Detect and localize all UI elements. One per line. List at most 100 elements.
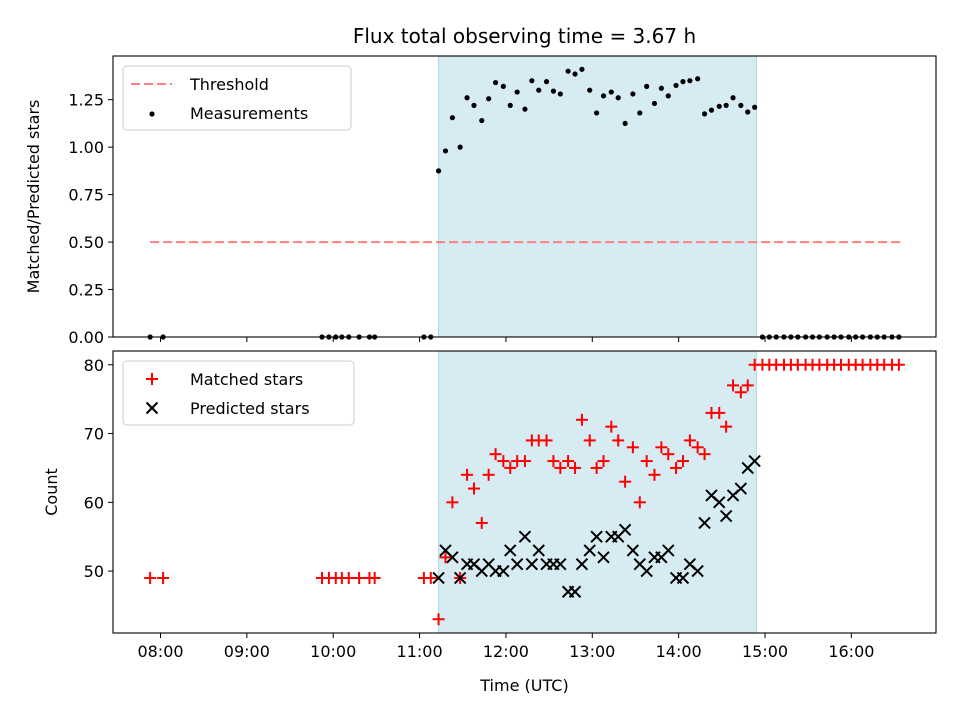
matched-star-point <box>619 475 632 488</box>
legend: Matched stars Predicted stars <box>122 360 355 426</box>
matched-star-point <box>461 468 474 481</box>
measurement-point <box>507 102 513 108</box>
y-tick-label: 70 <box>84 425 104 444</box>
x-marker-b <box>532 544 545 557</box>
predicted-star-point <box>583 544 596 557</box>
measurement-point <box>486 96 492 102</box>
matched-star-point <box>713 406 726 419</box>
measurement-point <box>745 109 751 115</box>
measurement-point <box>449 115 455 121</box>
legend: Threshold Measurements <box>122 65 352 131</box>
measurement-point <box>557 91 563 97</box>
x-marker-b <box>554 558 567 571</box>
matched-star-point <box>662 448 675 461</box>
x-marker-b <box>432 571 445 585</box>
matched-star-point <box>734 386 747 399</box>
y-tick-label: 0.25 <box>68 281 104 300</box>
matched-star-point <box>439 551 452 564</box>
x-tick-label: 13:00 <box>569 642 615 661</box>
matched-star-point <box>597 455 610 468</box>
measurement-point <box>492 79 499 86</box>
predicted-star-point <box>568 585 582 598</box>
matched-star-point <box>720 420 733 433</box>
measurement-point <box>738 102 744 108</box>
measurement-point <box>630 91 636 97</box>
x-marker-b <box>439 544 452 557</box>
predicted-star-point <box>453 571 467 585</box>
predicted-star-point <box>698 516 711 530</box>
x-marker-b <box>583 544 596 557</box>
x-axis-label: Time (UTC) <box>479 676 568 695</box>
matched-star-point <box>575 413 588 426</box>
measurement-point <box>651 100 658 107</box>
legend-measurement-swatch <box>149 111 155 117</box>
x-marker-b <box>618 523 632 537</box>
matched-star-point <box>424 571 437 584</box>
matched-star-point <box>691 441 704 454</box>
x-marker-b <box>698 516 711 530</box>
x-marker-b <box>525 558 539 571</box>
matched-star-point <box>368 571 381 584</box>
measurement-point <box>579 66 585 72</box>
matched-star-point <box>727 379 740 392</box>
x-marker-b <box>734 482 748 495</box>
matched-star-point <box>562 455 575 468</box>
measurement-point <box>594 110 600 116</box>
x-tick-label: 16:00 <box>828 642 874 661</box>
matched-star-point <box>648 468 661 481</box>
y-tick-label: 0.75 <box>68 186 104 205</box>
predicted-star-point <box>432 571 445 585</box>
x-marker-b <box>575 558 589 571</box>
measurement-point <box>572 71 578 77</box>
measurement-point <box>608 89 614 95</box>
x-tick-label: 11:00 <box>397 642 443 661</box>
matched-star-point <box>489 448 502 461</box>
measurement-point <box>637 110 643 116</box>
predicted-star-point <box>510 558 524 571</box>
x-marker-b <box>597 551 610 564</box>
predicted-star-point <box>597 551 610 564</box>
matched-star-point <box>144 571 157 584</box>
axes-frame <box>112 55 937 338</box>
y-tick-label: 50 <box>84 562 104 581</box>
y-axis-label: Count <box>42 468 61 516</box>
matched-star-point <box>504 461 517 474</box>
measurement-point <box>622 120 628 127</box>
x-marker-b <box>518 530 532 543</box>
predicted-star-point <box>748 454 761 468</box>
x-marker-b <box>504 544 517 557</box>
legend-label: Measurements <box>190 104 308 123</box>
predicted-star-point <box>504 544 517 557</box>
matched-star-point <box>157 571 170 584</box>
matched-star-point <box>626 441 639 454</box>
y-tick-label: 0.50 <box>68 233 104 252</box>
y-axis-label: Matched/Predicted stars <box>24 100 43 294</box>
matched-star-point <box>482 468 495 481</box>
legend-label: Threshold <box>189 75 269 94</box>
measurement-point <box>500 83 506 89</box>
legend-box <box>122 360 355 426</box>
measurement-point <box>716 103 722 109</box>
x-marker-b <box>691 564 704 578</box>
chart-title: Flux total observing time = 3.67 h <box>353 24 696 48</box>
x-tick-label: 12:00 <box>483 642 529 661</box>
measurement-point <box>442 148 449 154</box>
predicted-star-point <box>713 496 726 509</box>
predicted-star-point <box>640 564 653 578</box>
matched-star-point <box>353 571 366 584</box>
predicted-star-point <box>590 530 603 543</box>
x-marker-b <box>568 585 582 598</box>
x-marker-b <box>510 558 524 571</box>
measurement-point <box>543 79 550 85</box>
measurement-point <box>471 102 477 108</box>
x-marker-b <box>467 558 481 571</box>
legend-box <box>122 65 352 131</box>
x-marker-b <box>640 564 653 578</box>
measurement-point <box>464 95 470 101</box>
matched-star-point <box>547 455 560 468</box>
x-marker-b <box>713 496 726 509</box>
measurement-point <box>536 87 542 93</box>
x-marker-b <box>497 564 510 578</box>
x-marker-b <box>748 454 761 468</box>
measurement-point <box>665 93 671 99</box>
